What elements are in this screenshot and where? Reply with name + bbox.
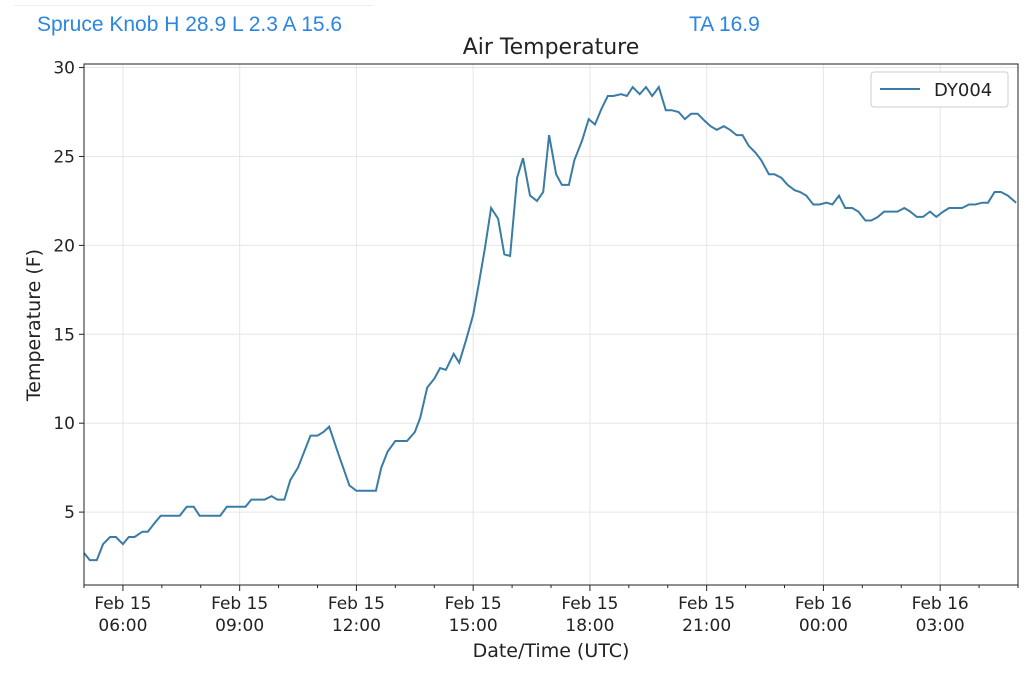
x-tick-date: Feb 15 [94, 594, 151, 614]
y-tick-label: 25 [53, 147, 75, 167]
x-axis-label: Date/Time (UTC) [473, 640, 630, 662]
x-tick-date: Feb 16 [795, 594, 852, 614]
y-tick-label: 15 [53, 325, 75, 345]
plot-frame [83, 63, 1019, 586]
x-tick-date: Feb 15 [445, 594, 502, 614]
y-tick-label: 5 [64, 503, 75, 523]
series-line-dy004 [83, 84, 1017, 562]
y-tick-label: 20 [53, 236, 75, 256]
x-tick-date: Feb 15 [561, 594, 618, 614]
chart-title: Air Temperature [463, 35, 640, 60]
legend-box [870, 71, 1009, 108]
x-tick-time: 18:00 [565, 616, 614, 636]
x-tick-date: Feb 15 [328, 594, 385, 614]
x-tick-time: 03:00 [916, 616, 965, 636]
x-tick-time: 12:00 [332, 616, 381, 636]
y-tick-label: 30 [53, 59, 75, 79]
station-summary: Spruce Knob H 28.9 L 2.3 A 15.6 [37, 13, 343, 36]
y-axis-label: Temperature (F) [23, 249, 45, 402]
x-tick-time: 06:00 [98, 616, 147, 636]
grid [84, 64, 1018, 585]
x-tick-date: Feb 15 [678, 594, 735, 614]
ta-value: TA 16.9 [689, 13, 760, 36]
x-tick-time: 15:00 [449, 616, 498, 636]
y-tick-label: 10 [53, 414, 75, 434]
header-divider [14, 5, 374, 6]
x-tick-time: 21:00 [682, 616, 731, 636]
x-tick-time: 09:00 [215, 616, 264, 636]
x-tick-date: Feb 15 [211, 594, 268, 614]
legend: DY004 [870, 71, 1009, 108]
x-tick-time: 00:00 [799, 616, 848, 636]
y-axis-ticks: 5 10 15 20 25 30 [53, 59, 84, 523]
legend-label: DY004 [934, 80, 992, 101]
x-tick-date: Feb 16 [912, 594, 969, 614]
